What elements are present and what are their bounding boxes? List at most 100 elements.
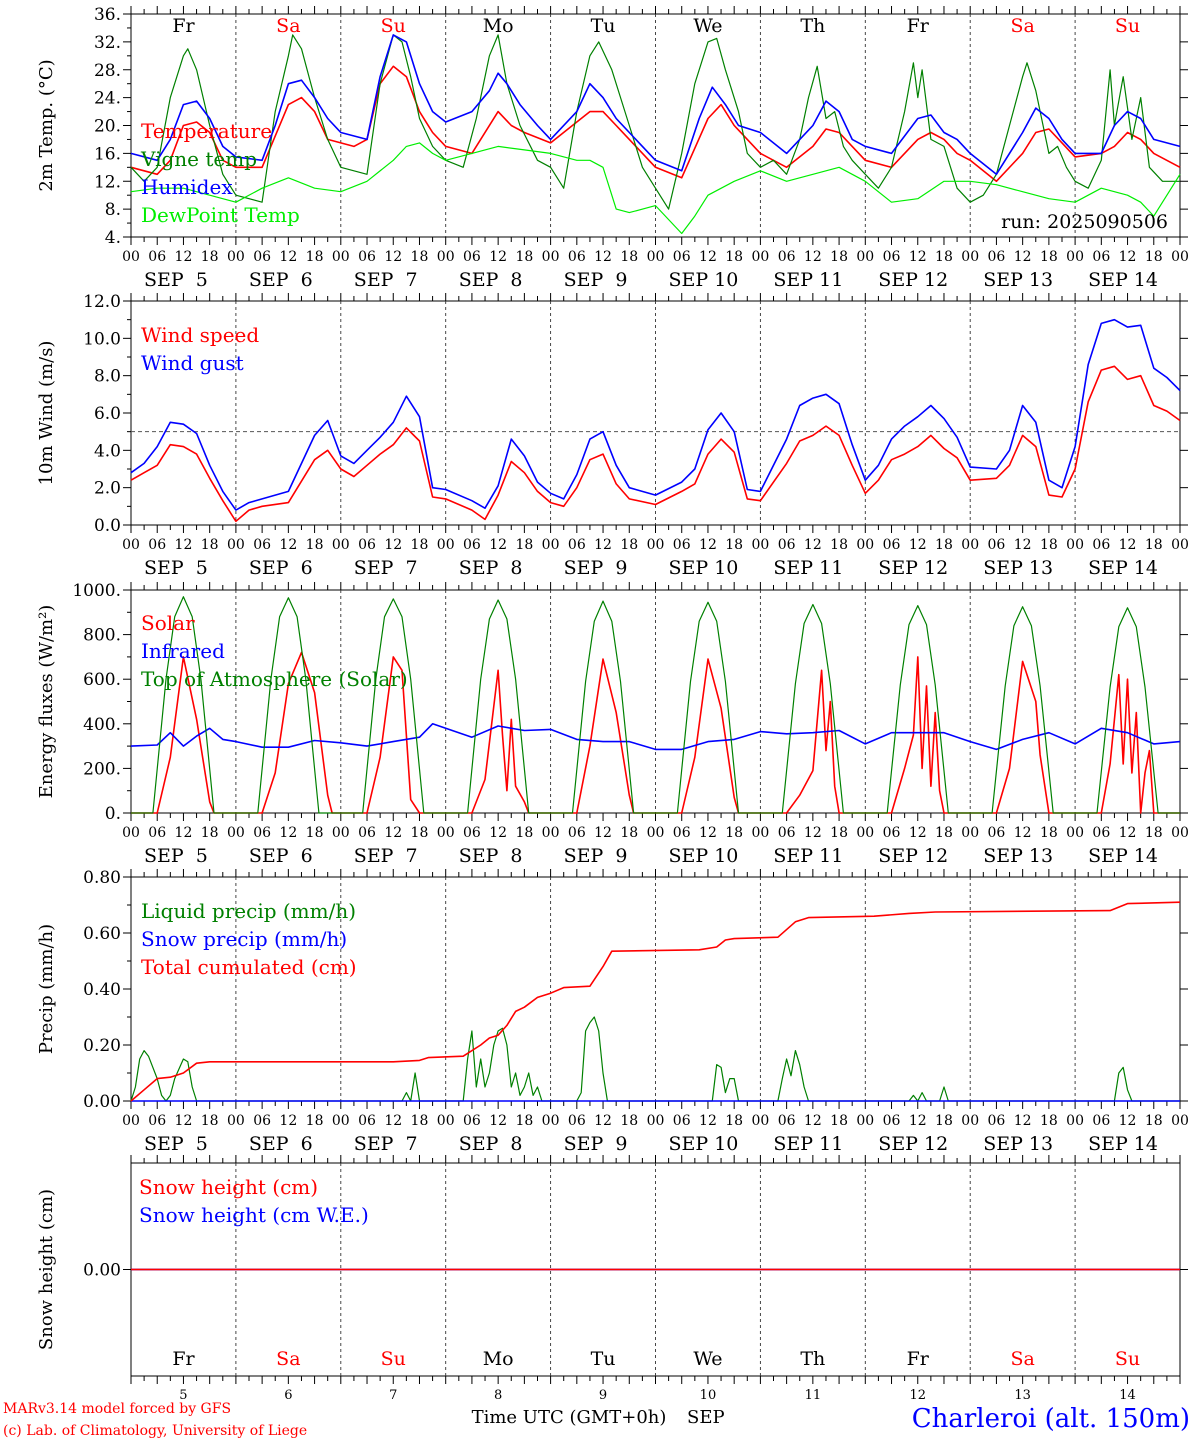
hour-label: 00 [647, 825, 665, 841]
hour-label: 18 [201, 1113, 219, 1129]
hour-label: 00 [751, 825, 769, 841]
hour-label: 00 [961, 825, 979, 841]
hour-label: 06 [1092, 537, 1110, 553]
hour-label: 00 [1066, 537, 1084, 553]
hour-label: 06 [568, 537, 586, 553]
hour-label: 00 [227, 537, 245, 553]
hour-label: 00 [542, 537, 560, 553]
legend-entry: Snow height (cm) [139, 1175, 318, 1199]
hour-label: 12 [804, 1113, 822, 1129]
date-label: SEP 10 [669, 1133, 739, 1155]
hour-label: 12 [1014, 825, 1032, 841]
y-tick-label: 6.0 [94, 404, 121, 424]
hour-label: 18 [1040, 249, 1058, 265]
hour-label: 00 [647, 537, 665, 553]
hour-label: 12 [804, 825, 822, 841]
y-axis-title: 10m Wind (m/s) [36, 341, 57, 486]
day-abbr-label: Fr [907, 15, 930, 37]
date-label: SEP 6 [249, 845, 313, 867]
hour-label: 06 [988, 825, 1006, 841]
series-line-dewpoint-temp [130, 142, 1181, 235]
hour-label: 12 [384, 249, 402, 265]
y-tick-label: 1000. [72, 581, 121, 601]
hour-label: 06 [463, 249, 481, 265]
hour-label: 12 [175, 537, 193, 553]
hour-label: 06 [358, 1113, 376, 1129]
hour-label: 06 [463, 825, 481, 841]
day-number-label: 7 [389, 1388, 397, 1403]
hour-label: 12 [175, 249, 193, 265]
hour-label: 12 [175, 825, 193, 841]
hour-label: 00 [332, 537, 350, 553]
legend-entry: Infrared [141, 639, 225, 663]
hour-label: 00 [542, 825, 560, 841]
hour-label: 00 [227, 249, 245, 265]
date-label: SEP 11 [773, 1133, 843, 1155]
hour-label: 06 [673, 249, 691, 265]
hour-label: 00 [437, 1113, 455, 1129]
hour-label: 18 [201, 537, 219, 553]
day-abbr-label: Su [381, 1348, 406, 1370]
hour-label: 18 [515, 825, 533, 841]
hour-label: 00 [1066, 825, 1084, 841]
date-label: SEP 14 [1088, 557, 1158, 579]
date-label: SEP 6 [249, 557, 313, 579]
y-tick-label: 16. [94, 144, 121, 164]
hour-label: 06 [463, 537, 481, 553]
y-tick-label: 20. [94, 117, 121, 137]
hour-label: 18 [515, 1113, 533, 1129]
legend-entry: Temperature [141, 119, 272, 143]
hour-label: 06 [253, 825, 271, 841]
hour-label: 06 [883, 825, 901, 841]
hour-label: 18 [515, 249, 533, 265]
run-label: run: 2025090506 [1001, 211, 1168, 233]
hour-label: 12 [279, 537, 297, 553]
hour-label: 18 [830, 537, 848, 553]
plot-frame [130, 589, 1181, 814]
hour-label: 18 [725, 1113, 743, 1129]
legend-entry: Vigne temp [140, 147, 257, 171]
hour-label: 18 [830, 1113, 848, 1129]
y-tick-label: 0.60 [83, 924, 121, 944]
hour-label: 00 [751, 249, 769, 265]
day-abbr-label: Mo [483, 1348, 514, 1370]
day-abbr-label: Sa [1010, 15, 1034, 37]
hour-label: 18 [725, 825, 743, 841]
hour-label: 12 [594, 537, 612, 553]
hour-label: 18 [306, 537, 324, 553]
day-number-label: 9 [599, 1388, 607, 1403]
hour-label: 12 [909, 1113, 927, 1129]
day-abbr-label: Su [1115, 1348, 1140, 1370]
day-abbr-label: Sa [1010, 1348, 1034, 1370]
date-label: SEP 6 [249, 1133, 313, 1155]
hour-label: 06 [778, 537, 796, 553]
hour-label: 18 [725, 537, 743, 553]
date-label: SEP 9 [564, 269, 628, 291]
hour-label: 18 [935, 825, 953, 841]
hour-label: 06 [568, 825, 586, 841]
hour-label: 18 [620, 249, 638, 265]
y-tick-label: 36. [94, 5, 121, 25]
hour-label: 06 [148, 825, 166, 841]
legend-entry: Top of Atmosphere (Solar) [141, 667, 408, 691]
hour-label: 06 [883, 249, 901, 265]
legend-entry: Solar [141, 611, 195, 635]
day-abbr-label: Fr [172, 1348, 195, 1370]
y-axis-title: Energy fluxes (W/m²) [36, 605, 57, 799]
date-label: SEP 7 [354, 269, 418, 291]
date-label: SEP 8 [459, 1133, 523, 1155]
day-abbr-label: We [693, 15, 722, 37]
date-label: SEP 8 [459, 557, 523, 579]
hour-label: 12 [909, 825, 927, 841]
day-abbr-label: Tu [591, 15, 616, 37]
hour-label: 00 [647, 1113, 665, 1129]
date-label: SEP 12 [878, 269, 948, 291]
y-tick-label: 4. [105, 228, 121, 248]
y-tick-label: 0. [105, 804, 121, 824]
series-line-temperature [130, 65, 1181, 183]
y-tick-label: 0.20 [83, 1036, 121, 1056]
hour-label: 18 [1145, 825, 1163, 841]
date-label: SEP 13 [983, 557, 1053, 579]
hour-label: 06 [883, 537, 901, 553]
hour-label: 12 [489, 825, 507, 841]
